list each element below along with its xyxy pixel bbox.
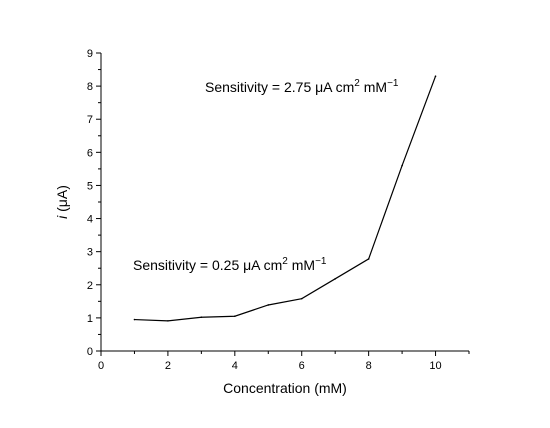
data-point [434,75,437,77]
y-tick-label: 6 [87,147,93,159]
annotation-sensitivity-low: Sensitivity = 0.25 μA cm2 mM−1 [133,256,327,273]
data-point [334,278,336,280]
data-point [367,258,370,260]
x-axis-label: Concentration (mM) [223,380,347,396]
y-tick-label: 5 [87,180,93,192]
data-point [401,164,403,167]
data-point [267,304,270,306]
y-tick-label: 8 [87,81,93,93]
data-point [167,320,169,322]
series-group [133,75,437,322]
axes [100,53,469,352]
data-point [200,316,203,319]
x-tick-label: 0 [98,360,104,372]
y-tick-label: 4 [87,214,93,226]
y-tick-label: 3 [87,247,93,259]
y-axis-label: i (μA) [54,185,70,219]
x-tick-label: 8 [366,360,372,372]
y-tick-label: 0 [87,346,93,358]
annotation-sensitivity-high: Sensitivity = 2.75 μA cm2 mM−1 [205,78,399,95]
data-point [234,315,236,318]
x-tick-label: 4 [232,360,238,372]
ticks: 0 2 4 6 8 10 0 1 2 3 4 5 6 7 8 9 [87,48,470,372]
y-tick-label: 2 [87,280,93,292]
x-tick-label: 2 [165,360,171,372]
series-line [134,75,437,322]
x-tick-label: 6 [299,360,305,372]
y-tick-label: 7 [87,114,93,126]
data-point [133,318,136,321]
data-point [300,297,303,300]
x-tick-label: 10 [429,360,441,372]
y-tick-label: 1 [87,313,93,325]
y-tick-label: 9 [87,48,93,60]
